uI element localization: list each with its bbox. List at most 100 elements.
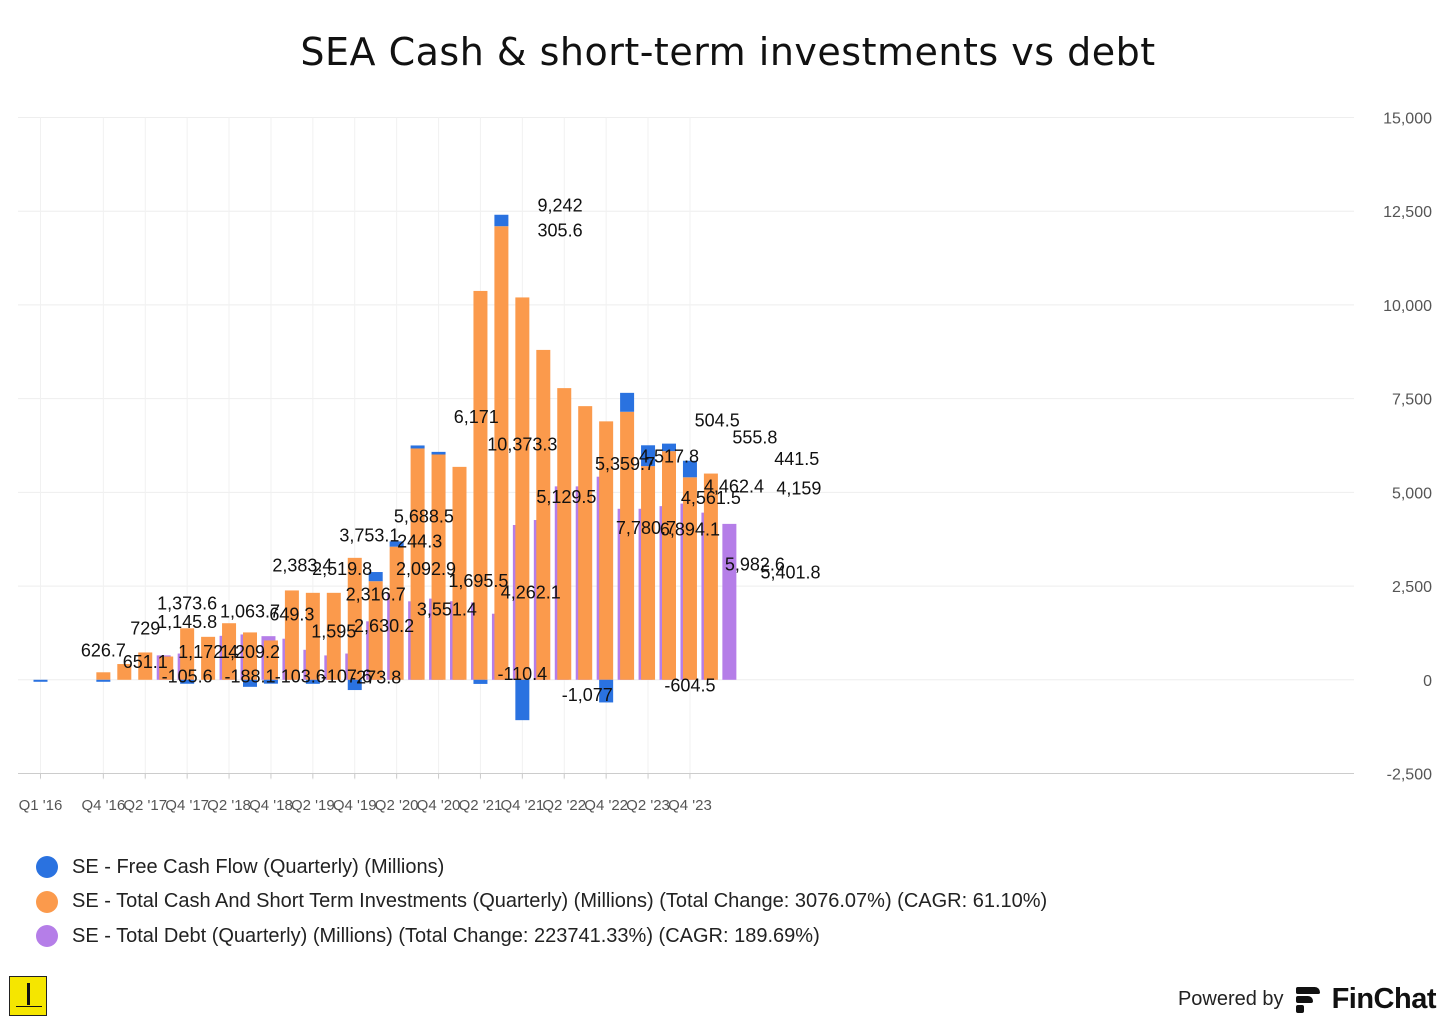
data-label: -604.5 (664, 675, 715, 695)
y-tick-label: 2,500 (1392, 579, 1432, 596)
x-tick-label: Q4 '19 (333, 797, 377, 814)
data-label: 4,462.4 (704, 476, 764, 496)
cash-bar (494, 226, 509, 680)
data-label: 244.3 (397, 531, 442, 551)
cash-bar (536, 349, 551, 680)
logo-arc-icon (16, 1006, 42, 1011)
x-tick-label: Q4 '23 (668, 797, 712, 814)
data-label: 4,262.1 (501, 582, 561, 602)
data-label: 3,551.4 (417, 600, 477, 620)
cash-bar (389, 546, 404, 680)
fcf-bar (620, 392, 635, 412)
data-label: 651.1 (123, 652, 168, 672)
fcf-bar (180, 679, 195, 684)
x-tick-label: Q4 '21 (500, 797, 544, 814)
data-label: 2,092.9 (396, 559, 456, 579)
x-tick-label: Q4 '18 (249, 797, 293, 814)
cash-bar (117, 664, 132, 680)
data-label: 6,894.1 (660, 519, 720, 539)
fcf-bar (263, 679, 278, 684)
data-label: -105.6 (162, 667, 213, 687)
data-label: 2,630.2 (354, 616, 414, 636)
cash-bar (703, 473, 718, 680)
legend-swatch-fcf (36, 856, 58, 879)
data-label: 6,171 (454, 407, 499, 427)
cash-bar (305, 592, 320, 680)
cash-bar (180, 628, 195, 680)
x-tick-label: Q2 '22 (542, 797, 586, 814)
fcf-bar (662, 443, 676, 452)
x-tick-label: Q4 '22 (584, 797, 628, 814)
debt-bar (722, 523, 737, 680)
cash-bar (159, 656, 174, 680)
fcf-bar (96, 679, 111, 682)
fcf-bar (305, 679, 320, 684)
legend-item-cash[interactable]: SE - Total Cash And Short Term Investmen… (36, 885, 1047, 920)
fcf-bar (473, 679, 488, 684)
y-tick-label: 10,000 (1383, 298, 1432, 315)
data-label: -110.4 (497, 664, 547, 684)
cash-bar (557, 388, 572, 680)
y-tick-label: -2,500 (1387, 767, 1432, 784)
legend-swatch-cash (36, 890, 58, 913)
fcf-bar (33, 679, 48, 682)
data-label: 1,373.6 (157, 594, 217, 614)
data-label: 1,172.4 (178, 642, 238, 662)
cash-bar (222, 623, 237, 680)
x-tick-label: Q2 '20 (375, 797, 419, 814)
x-tick-label: Q2 '23 (626, 797, 670, 814)
cash-bar (599, 421, 614, 680)
y-tick-label: 15,000 (1383, 111, 1432, 128)
y-tick-label: 5,000 (1392, 485, 1432, 502)
legend-item-debt[interactable]: SE - Total Debt (Quarterly) (Millions) (… (36, 919, 1047, 954)
cash-bar (682, 477, 697, 680)
fcf-bar (494, 214, 509, 227)
finchat-brand: FinChat (1331, 983, 1437, 1015)
data-label: 305.6 (538, 221, 583, 241)
data-label: 10,373.3 (487, 434, 557, 454)
cash-bar (326, 592, 341, 680)
fcf-bar (410, 445, 425, 449)
fcf-bar (347, 679, 362, 691)
data-label: -1,077 (562, 685, 613, 705)
data-label: 2,383.4 (272, 555, 332, 575)
fcf-bar (243, 679, 257, 687)
legend-label-fcf: SE - Free Cash Flow (Quarterly) (Million… (72, 855, 445, 878)
data-label: 9,242 (538, 196, 583, 216)
logo-figure-icon (27, 983, 30, 1005)
data-label: 5,982.6 (725, 554, 785, 574)
data-label: 4,159 (776, 479, 821, 499)
cash-bar (138, 652, 153, 680)
cash-bar (201, 636, 216, 680)
data-label: -188.1 (224, 667, 275, 687)
cash-bar (431, 454, 446, 680)
powered-by-badge[interactable]: Powered by FinChat (1178, 983, 1437, 1016)
x-tick-label: Q4 '20 (417, 797, 461, 814)
x-tick-label: Q2 '18 (207, 797, 251, 814)
bar-chart: 15,000 12,500 10,000 7,500 5,000 2,500 0 -2,500… (18, 111, 1432, 814)
cash-bar (263, 640, 278, 680)
data-label: 1,209.2 (220, 642, 280, 662)
data-label: 1,145.8 (157, 612, 217, 632)
cash-bar (641, 466, 656, 680)
y-tick-label: 12,500 (1383, 204, 1432, 221)
chart-title: SEA Cash & short-term investments vs deb… (300, 30, 1156, 74)
data-label: 5,688.5 (394, 507, 454, 527)
data-label: 649.3 (269, 605, 314, 625)
cash-bar (515, 297, 530, 680)
y-tick-label: 0 (1423, 673, 1432, 690)
data-label: 3,753.1 (339, 525, 399, 545)
data-label: 1,063.7 (220, 602, 280, 622)
data-label: 5,359.7 (595, 454, 655, 474)
cash-bar (347, 557, 362, 680)
legend-label-debt: SE - Total Debt (Quarterly) (Millions) (… (72, 924, 820, 947)
cash-bar (452, 466, 467, 680)
legend-label-cash: SE - Total Cash And Short Term Investmen… (72, 890, 1048, 913)
legend-item-fcf[interactable]: SE - Free Cash Flow (Quarterly) (Million… (36, 850, 1047, 885)
data-label: 1,695.5 (448, 571, 508, 591)
data-label: 626.7 (81, 640, 126, 660)
data-label: 5,129.5 (536, 487, 596, 507)
data-label: 555.8 (732, 427, 777, 447)
publisher-logo (9, 976, 47, 1016)
cash-bar (662, 451, 676, 680)
